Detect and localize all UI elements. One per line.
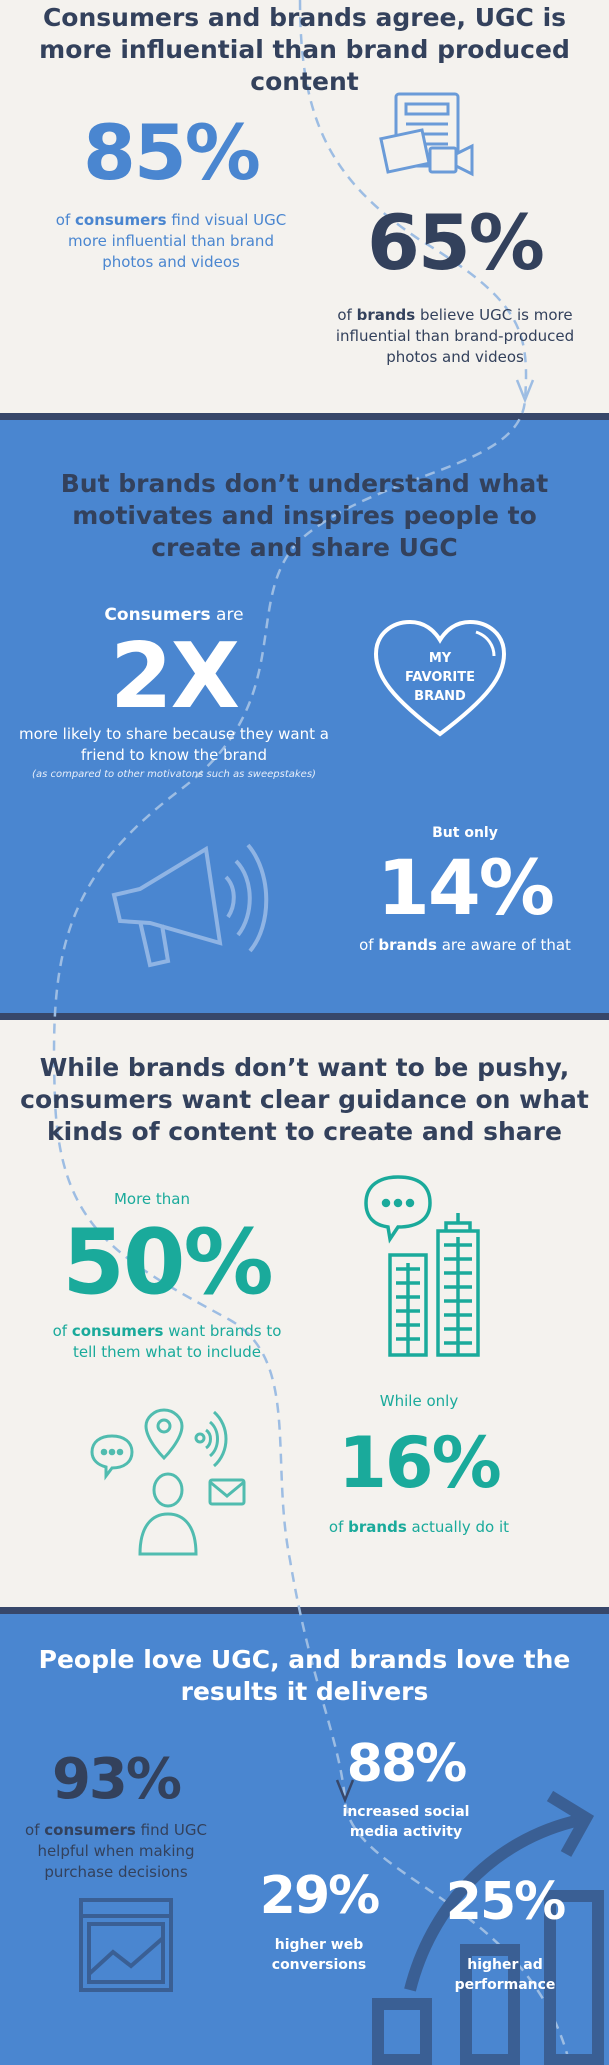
section-2 — [0, 420, 609, 1013]
text: want brands to tell them what to include — [73, 1322, 282, 1361]
stat-caption: of brands actually do it — [319, 1517, 519, 1538]
divider — [0, 413, 609, 420]
stat-lead: While only — [379, 1392, 459, 1410]
text: find UGC helpful when making purchase de… — [37, 1821, 207, 1881]
text: of — [328, 1518, 349, 1536]
web-chart-icon — [79, 1898, 173, 1992]
document-icon — [379, 92, 474, 177]
text: of — [52, 1322, 72, 1340]
stat-caption: increased social media activity — [342, 1804, 470, 1840]
emphasis: brands — [356, 306, 416, 324]
stat-value: 2X — [109, 624, 240, 729]
text: are aware of that — [436, 936, 571, 954]
text: of — [337, 306, 357, 324]
stat-caption: of consumers find visual UGC more influe… — [41, 210, 301, 273]
stat-caption: of consumers find UGC helpful when makin… — [21, 1820, 211, 1883]
stat-note: (as compared to other motivatons such as… — [32, 769, 316, 780]
growth-chart-icon — [372, 1790, 604, 2065]
icon-label: MY FAVORITE BRAND — [404, 651, 476, 704]
emphasis: consumers — [75, 211, 167, 229]
divider — [0, 1607, 609, 1614]
stat-caption: of brands are aware of that — [335, 935, 595, 956]
emphasis: consumers — [44, 1821, 136, 1839]
section-title: People love UGC, and brands love the res… — [38, 1645, 571, 1706]
text: believe UGC is more influential than bra… — [335, 306, 575, 366]
dash-line — [52, 0, 572, 2065]
emphasis: brands — [348, 1518, 407, 1536]
text: actually do it — [406, 1518, 510, 1536]
text: find visual UGC more influential than br… — [68, 211, 287, 271]
section-title: While brands don’t want to be pushy, con… — [20, 1053, 589, 1146]
stat-lead: Consumers are — [54, 605, 294, 625]
heart-icon — [373, 619, 507, 737]
text: of — [25, 1821, 45, 1839]
stat-value: 14% — [377, 843, 555, 932]
emphasis: Consumers — [104, 605, 211, 625]
stat-caption: more likely to share because they want a… — [19, 725, 329, 764]
people-icon — [90, 1408, 246, 1556]
section-title: Consumers and brands agree, UGC is more … — [39, 3, 570, 96]
stat-caption: higher ad performance — [454, 1957, 556, 1993]
stat-lead: More than — [113, 1190, 191, 1208]
text: of — [359, 936, 379, 954]
stat-caption: higher web conversions — [271, 1937, 367, 1973]
stat-caption: of consumers want brands to tell them wh… — [47, 1321, 287, 1363]
stat-caption: of brands believe UGC is more influentia… — [325, 305, 585, 368]
text: of — [55, 211, 75, 229]
emphasis: brands — [378, 936, 437, 954]
section-3 — [0, 1020, 609, 1607]
arrow-head — [515, 379, 535, 404]
text: are — [210, 605, 244, 625]
stat-value: 88% — [346, 1734, 467, 1794]
stat-value: 16% — [338, 1422, 502, 1504]
stat-value: 85% — [83, 108, 261, 197]
stat-value: 50% — [62, 1210, 273, 1315]
stat-value: 29% — [259, 1866, 380, 1926]
megaphone-icon — [111, 843, 269, 968]
stat-value: 25% — [445, 1872, 566, 1932]
arrow-head — [335, 1779, 355, 1804]
section-title: But brands don’t understand what motivat… — [60, 469, 549, 562]
stat-lead: But only — [432, 825, 498, 841]
divider — [0, 1013, 609, 1020]
stat-value: 93% — [51, 1747, 182, 1812]
stat-value: 65% — [367, 198, 545, 287]
buildings-icon — [364, 1175, 480, 1357]
emphasis: consumers — [71, 1322, 164, 1340]
